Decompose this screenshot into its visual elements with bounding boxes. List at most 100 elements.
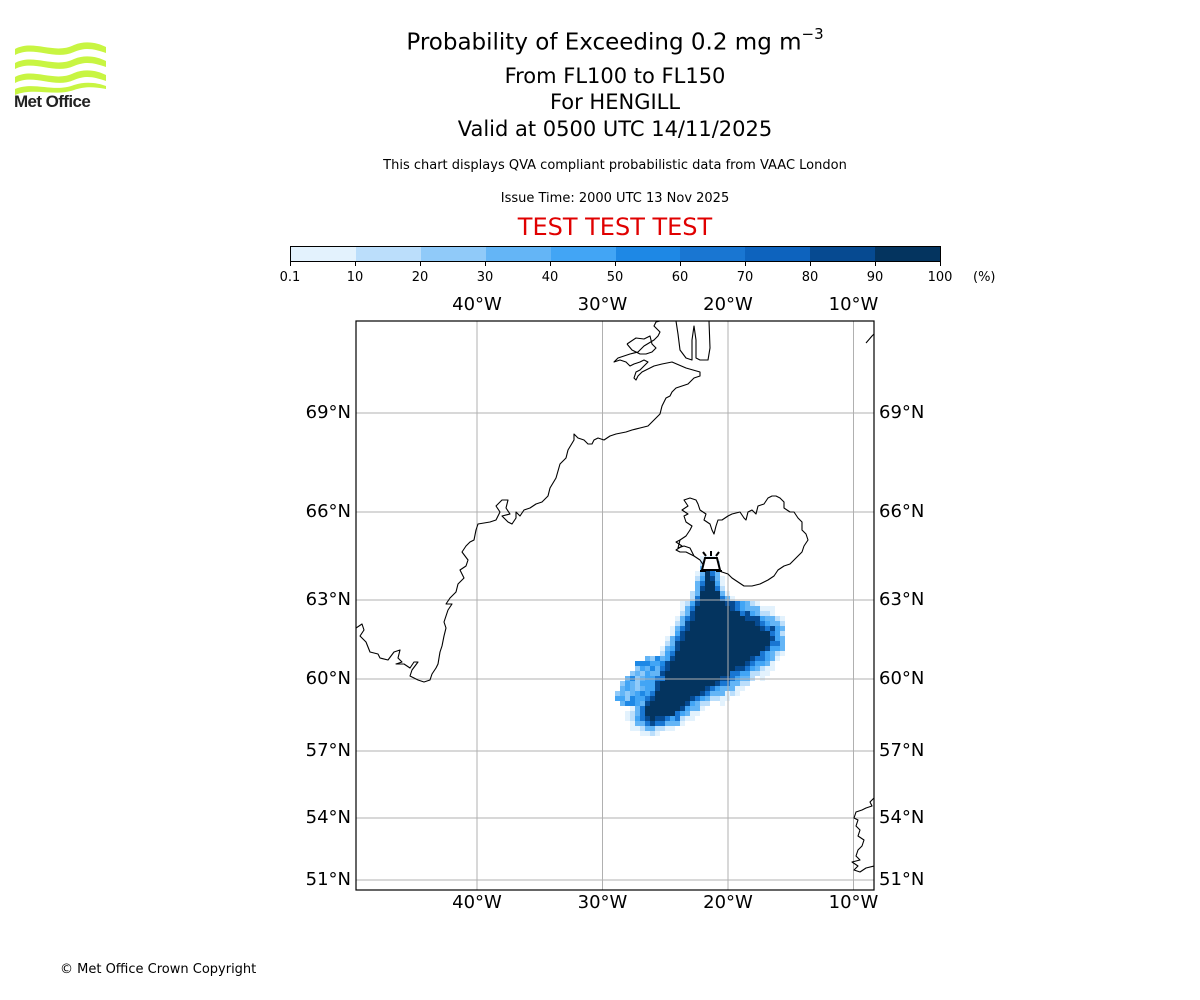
plume-cell — [685, 611, 690, 616]
plume-cell — [670, 626, 675, 631]
plume-cell — [755, 611, 760, 616]
plume-cell — [705, 666, 710, 671]
plume-cell — [690, 701, 695, 706]
plume-cell — [765, 651, 770, 656]
plume-cell — [745, 666, 750, 671]
plume-cell — [670, 666, 675, 671]
plume-cell — [720, 586, 725, 591]
plume-cell — [755, 661, 760, 666]
colorbar-unit: (%) — [973, 270, 996, 285]
plume-cell — [640, 731, 645, 736]
plume-cell — [740, 606, 745, 611]
plume-cell — [690, 591, 695, 596]
plume-cell — [665, 641, 670, 646]
plume-cell — [625, 691, 630, 696]
plume-cell — [695, 661, 700, 666]
plume-cell — [685, 711, 690, 716]
plume-cell — [650, 656, 655, 661]
plume-cell — [715, 641, 720, 646]
plume-cell — [770, 656, 775, 661]
plume-cell — [700, 616, 705, 621]
plume-cell — [740, 661, 745, 666]
plume-cell — [745, 661, 750, 666]
plume-cell — [675, 651, 680, 656]
plume-cell — [770, 651, 775, 656]
plume-cell — [760, 631, 765, 636]
plume-cell — [760, 626, 765, 631]
plume-cell — [750, 671, 755, 676]
plume-cell — [645, 696, 650, 701]
plume-cell — [780, 621, 785, 626]
plume-cell — [665, 671, 670, 676]
lat-label-left: 54°N — [305, 807, 351, 828]
plume-cell — [720, 701, 725, 706]
plume-cell — [715, 686, 720, 691]
plume-cell — [645, 716, 650, 721]
plume-cell — [730, 691, 735, 696]
plume-cell — [635, 661, 640, 666]
plume-cell — [635, 691, 640, 696]
plume-cell — [710, 581, 715, 586]
plume-cell — [690, 651, 695, 656]
plume-cell — [715, 581, 720, 586]
plume-cell — [735, 626, 740, 631]
plume-cell — [670, 681, 675, 686]
plume-cell — [745, 646, 750, 651]
plume-cell — [755, 641, 760, 646]
plume-cell — [655, 671, 660, 676]
colorbar-tick-label: 70 — [736, 270, 754, 285]
colorbar-tick — [745, 262, 746, 266]
plume-cell — [655, 691, 660, 696]
plume-cell — [720, 651, 725, 656]
plume-cell — [720, 641, 725, 646]
plume-cell — [640, 726, 645, 731]
plume-cell — [770, 661, 775, 666]
plume-cell — [760, 661, 765, 666]
plume-cell — [670, 636, 675, 641]
plume-cell — [695, 651, 700, 656]
plume-cell — [730, 661, 735, 666]
plume-cell — [715, 646, 720, 651]
plume-cell — [765, 606, 770, 611]
plume-cell — [720, 591, 725, 596]
plume-cell — [660, 671, 665, 676]
plume-cell — [760, 616, 765, 621]
plume-cell — [675, 641, 680, 646]
plume-cell — [670, 651, 675, 656]
plume-cell — [695, 636, 700, 641]
plume-cell — [765, 631, 770, 636]
plume-cell — [690, 611, 695, 616]
plume-cell — [630, 696, 635, 701]
plume-cell — [715, 606, 720, 611]
plume-cell — [705, 616, 710, 621]
plume-cell — [730, 681, 735, 686]
plume-cell — [670, 686, 675, 691]
plume-cell — [620, 701, 625, 706]
plume-cell — [705, 651, 710, 656]
plume-cell — [735, 656, 740, 661]
plume-cell — [720, 606, 725, 611]
colorbar-tick-label: 100 — [927, 270, 953, 285]
plume-cell — [640, 666, 645, 671]
plume-cell — [760, 646, 765, 651]
plume-cell — [665, 661, 670, 666]
plume-cell — [745, 601, 750, 606]
plume-cell — [765, 646, 770, 651]
plume-cell — [670, 641, 675, 646]
plume-cell — [765, 656, 770, 661]
plume-cell — [665, 721, 670, 726]
plume-cell — [695, 706, 700, 711]
colorbar-segment — [550, 247, 616, 261]
plume-cell — [740, 601, 745, 606]
plume-cell — [710, 686, 715, 691]
plume-cell — [650, 731, 655, 736]
plume-cell — [690, 711, 695, 716]
plume-cell — [675, 716, 680, 721]
lat-label-left: 57°N — [305, 740, 351, 761]
plume-cell — [740, 646, 745, 651]
plume-cell — [685, 671, 690, 676]
plume-cell — [650, 701, 655, 706]
plume-cell — [720, 666, 725, 671]
plume-cell — [705, 571, 710, 576]
plume-cell — [745, 631, 750, 636]
